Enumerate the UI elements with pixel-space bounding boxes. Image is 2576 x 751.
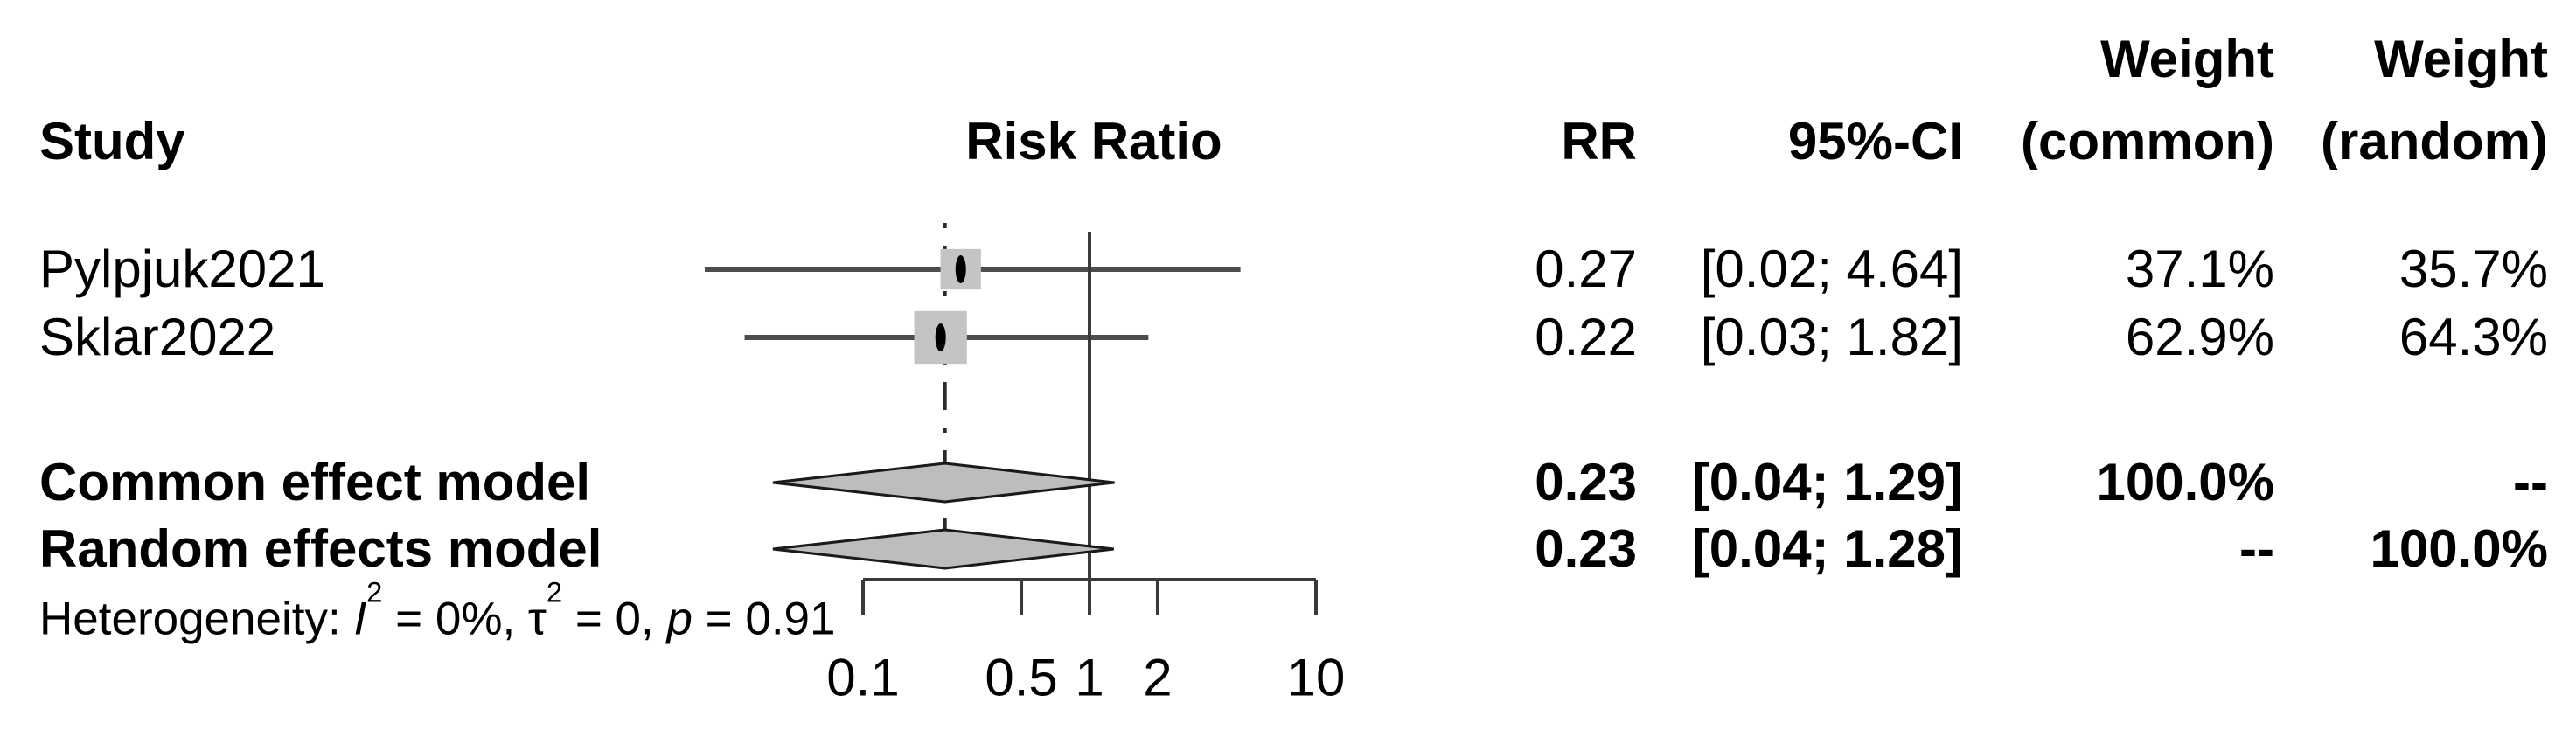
- column-header-risk-ratio: Risk Ratio: [965, 112, 1222, 170]
- study-weight-common: 37.1%: [2125, 240, 2274, 298]
- model-weight-common: 100.0%: [2096, 453, 2275, 511]
- pooled-diamond: [772, 462, 1115, 504]
- column-header-weight-common-line1: Weight: [2100, 30, 2274, 88]
- model-label-random: Random effects model: [39, 519, 602, 578]
- point-estimate-marker: [955, 255, 966, 283]
- column-header-weight-random-line1: Weight: [2374, 30, 2548, 88]
- het-prefix: Heterogeneity:: [39, 593, 354, 645]
- het-tau-sup: 2: [546, 575, 563, 608]
- study-label: Sklar2022: [39, 308, 276, 366]
- study-ci-value: [0.03; 1.82]: [1700, 308, 1963, 366]
- heterogeneity-note: Heterogeneity: I2 = 0%, τ2 = 0, p = 0.91: [39, 578, 836, 645]
- study-weight-common: 62.9%: [2125, 308, 2274, 366]
- study-weight-random: 64.3%: [2398, 308, 2548, 366]
- study-rr-value: 0.27: [1535, 240, 1637, 298]
- model-ci-value: [0.04; 1.29]: [1691, 453, 1963, 511]
- het-p-symbol: p: [666, 593, 693, 645]
- axis-tick-label: 0.1: [826, 648, 900, 707]
- model-weight-random: --: [2513, 453, 2548, 511]
- het-tau-value: = 0,: [562, 593, 667, 645]
- study-ci-value: [0.02; 4.64]: [1700, 240, 1963, 298]
- column-header-weight-random-line2: (random): [2321, 112, 2548, 170]
- het-i-sup: 2: [366, 575, 383, 608]
- column-header-weight-common-line2: (common): [2021, 112, 2274, 170]
- study-weight-random: 35.7%: [2398, 240, 2548, 298]
- het-p-value: = 0.91: [692, 593, 836, 645]
- het-i-symbol: I: [353, 593, 367, 645]
- axis-tick-label: 1: [1075, 648, 1104, 707]
- het-tau-symbol: τ: [527, 593, 547, 645]
- pooled-diamond: [772, 528, 1114, 570]
- model-label-common: Common effect model: [39, 453, 591, 511]
- study-label: Pylpjuk2021: [39, 240, 325, 298]
- column-header-rr: RR: [1561, 112, 1637, 170]
- column-header-ci: 95%-CI: [1787, 112, 1963, 170]
- model-weight-random: 100.0%: [2370, 519, 2549, 578]
- column-header-study: Study: [39, 112, 185, 170]
- model-ci-value: [0.04; 1.28]: [1691, 519, 1963, 578]
- axis-tick-label: 2: [1143, 648, 1173, 707]
- axis-tick-label: 0.5: [985, 648, 1058, 707]
- study-rr-value: 0.22: [1535, 308, 1637, 366]
- axis-tick-label: 10: [1286, 648, 1346, 707]
- model-weight-common: --: [2239, 519, 2274, 578]
- model-rr-value: 0.23: [1535, 453, 1637, 511]
- model-rr-value: 0.23: [1535, 519, 1637, 578]
- point-estimate-marker: [935, 323, 946, 351]
- het-i-value: = 0%,: [382, 593, 528, 645]
